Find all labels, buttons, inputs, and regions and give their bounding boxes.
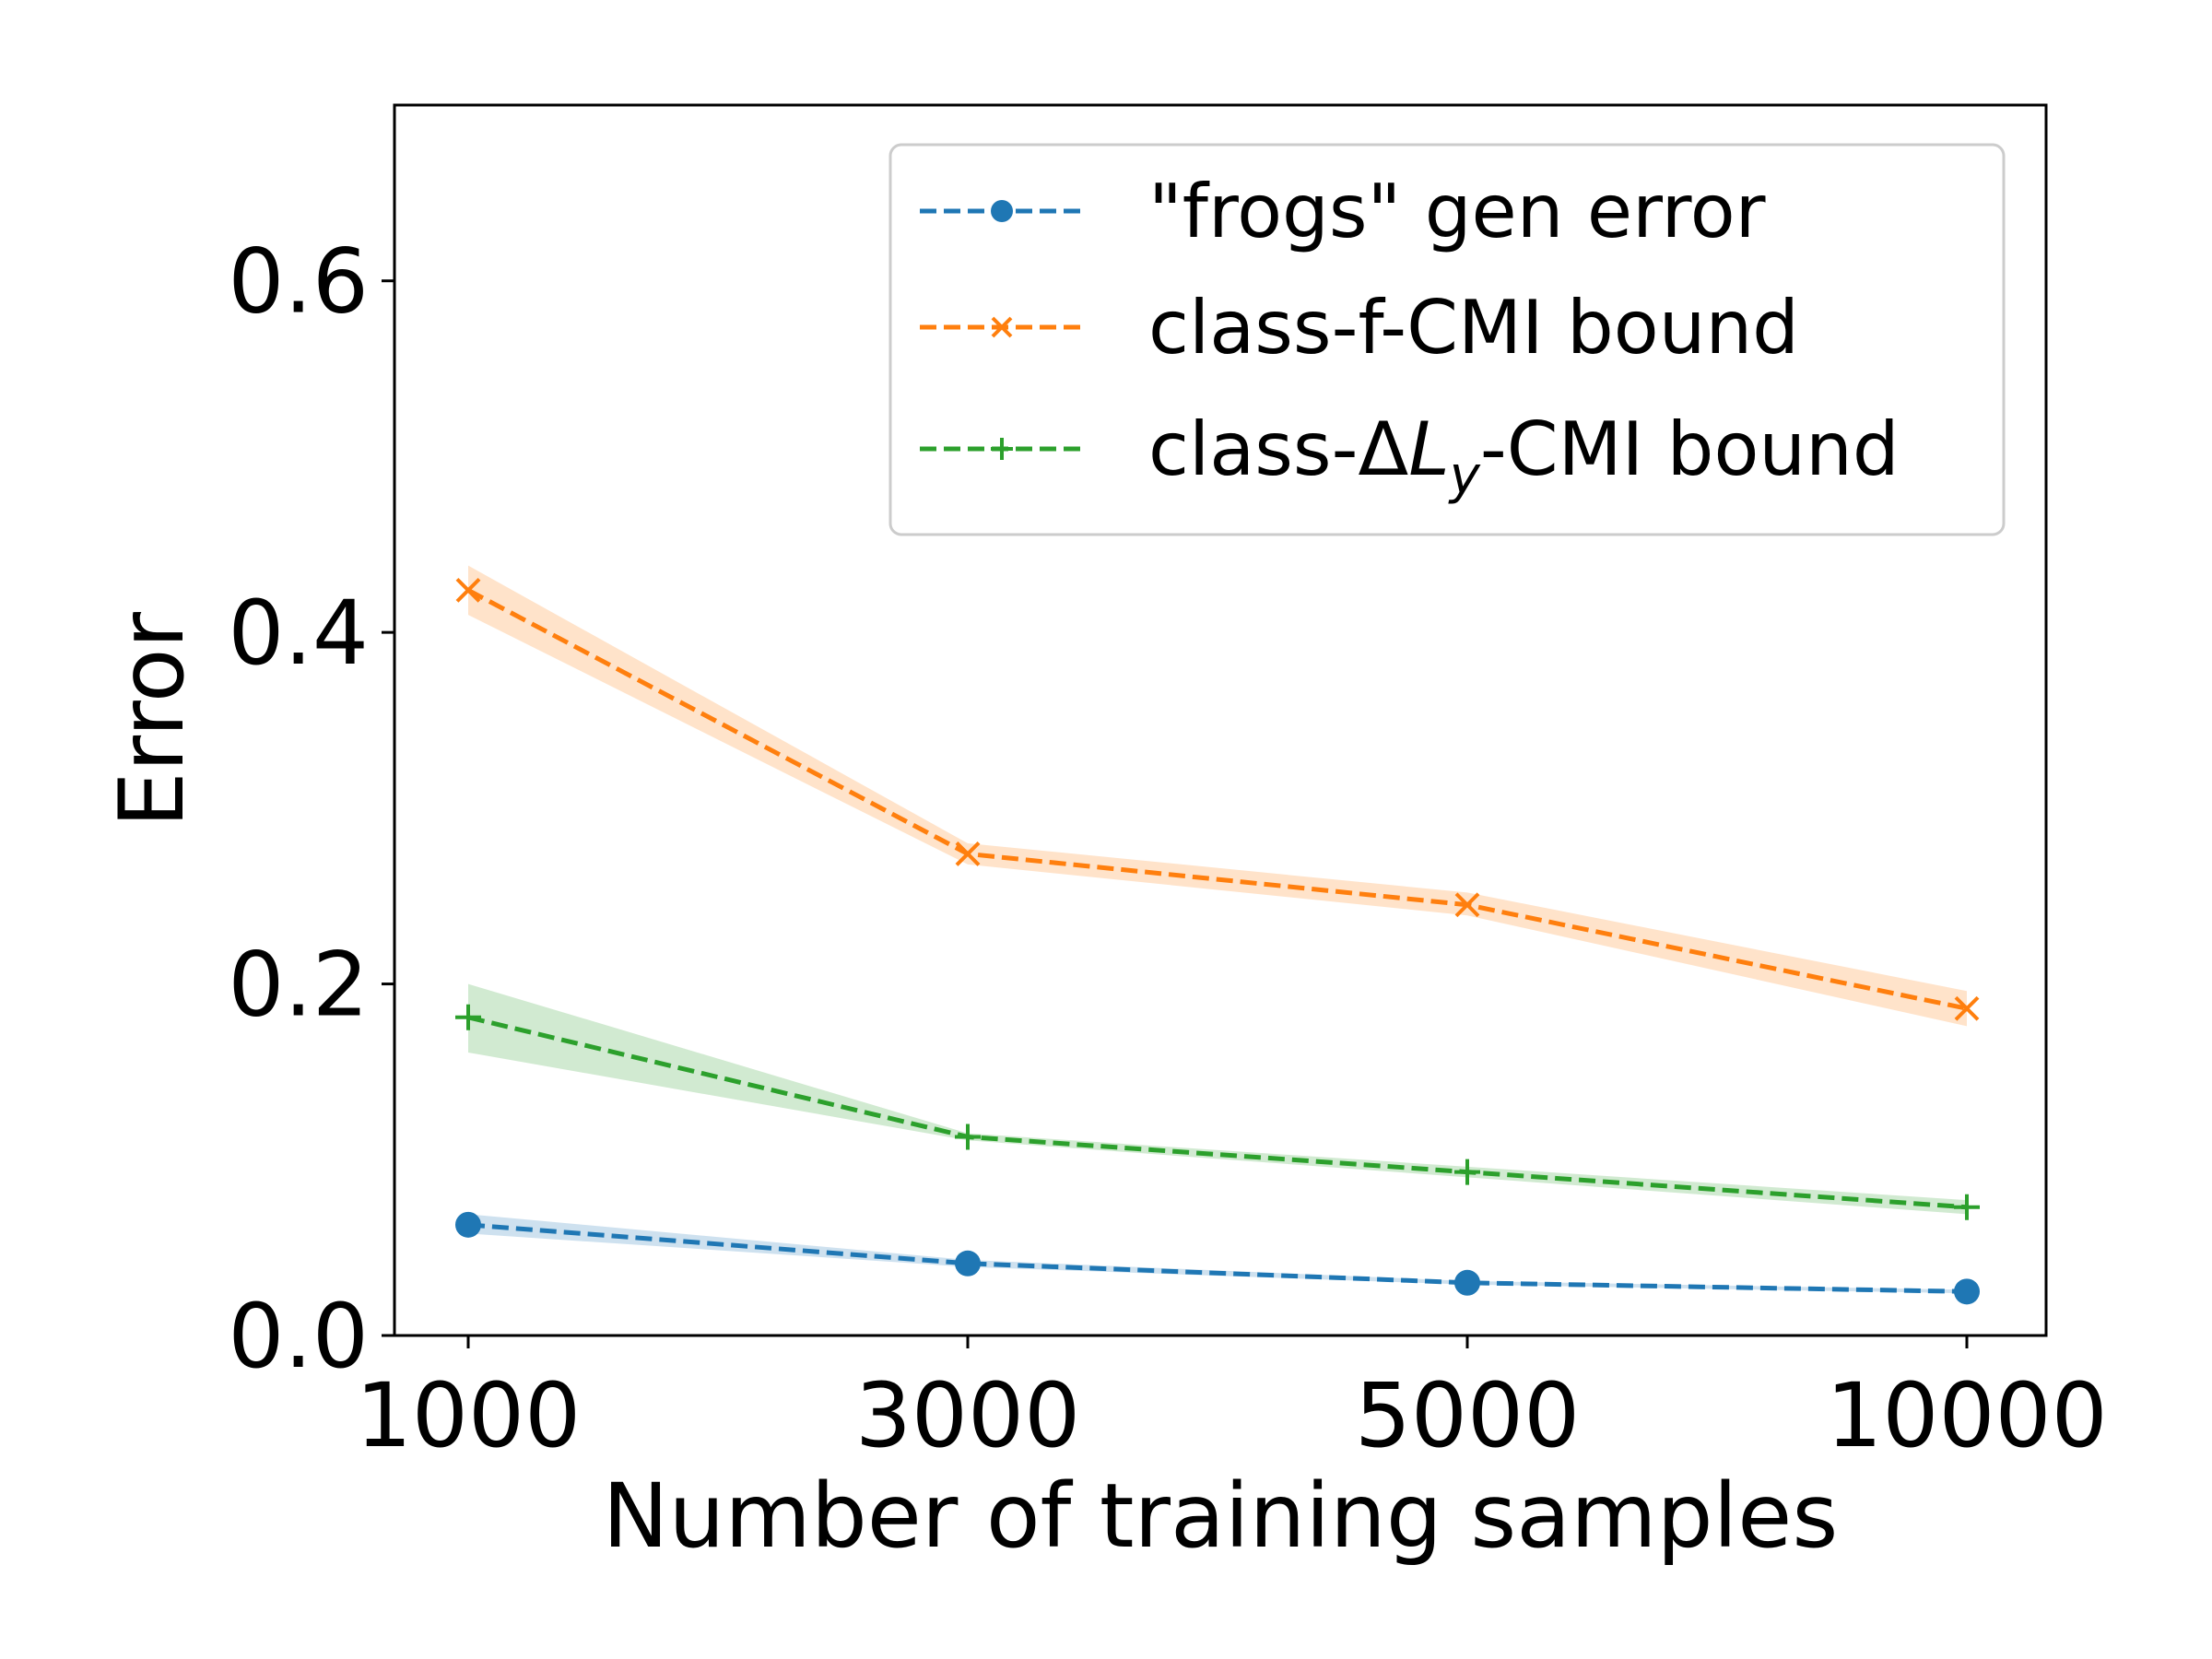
- y-tick-label-0: 0.0: [228, 1285, 369, 1388]
- legend-marker-dly-cmi: [991, 438, 1013, 460]
- confidence-bands: [468, 565, 1967, 1294]
- series-0-band: [468, 1214, 1967, 1294]
- series-2-point-0: [455, 1004, 481, 1030]
- series-0-point-3: [1954, 1278, 1980, 1305]
- legend-label-dly-prefix: class-Δ: [1148, 406, 1408, 492]
- y-tick-label-3: 0.6: [228, 230, 369, 334]
- x-tick-label-2: 5000: [1355, 1364, 1580, 1467]
- legend-label-gen-error: "frogs" gen error: [1148, 169, 1766, 254]
- legend-marker-gen-error: [991, 200, 1013, 222]
- series-1-point-3: [1954, 995, 1980, 1021]
- x-axis-label: Number of training samples: [603, 1465, 1839, 1568]
- legend-label-dly-L: L: [1408, 406, 1450, 492]
- series-1-point-1: [955, 841, 981, 866]
- series-1-point-2: [1454, 892, 1480, 918]
- x-tick-label-0: 1000: [356, 1364, 581, 1467]
- legend-label-dly-suffix: -CMI bound: [1480, 406, 1900, 492]
- series-2-line: [467, 1015, 1968, 1210]
- series-2-point-1: [955, 1124, 981, 1150]
- y-axis-label: Error: [100, 611, 204, 828]
- series-1-band: [468, 565, 1967, 1027]
- legend-label-dly-cmi: class-ΔLy-CMI bound: [1148, 406, 1900, 506]
- legend-box: [888, 143, 2006, 536]
- series-1-line: [466, 588, 1968, 1011]
- legend-label-f-cmi: class-f-CMI bound: [1148, 285, 1799, 371]
- series-2-point-2: [1454, 1159, 1480, 1185]
- x-tick-label-3: 10000: [1826, 1364, 2107, 1467]
- plot-area-frame: [393, 103, 2048, 1337]
- series-lines: [466, 588, 1968, 1294]
- x-tick-label-1: 3000: [855, 1364, 1080, 1467]
- series-2-band: [468, 983, 1967, 1215]
- x-axis-ticks: 1000 3000 5000 10000: [356, 1335, 2108, 1467]
- legend-marker-f-cmi: [991, 316, 1013, 338]
- series-0-line: [467, 1222, 1968, 1294]
- series-1-point-0: [455, 577, 481, 603]
- series-markers: [455, 577, 1980, 1305]
- series-0-point-2: [1454, 1269, 1480, 1296]
- series-0-point-1: [955, 1250, 981, 1277]
- y-tick-label-1: 0.2: [228, 934, 369, 1037]
- legend-label-dly-sub: y: [1448, 446, 1481, 506]
- series-0-point-0: [455, 1211, 481, 1238]
- series-2-point-3: [1954, 1194, 1980, 1220]
- y-axis-ticks: 0.0 0.2 0.4 0.6: [228, 230, 394, 1388]
- legend: "frogs" gen error class-f-CMI bound clas…: [888, 143, 2006, 536]
- y-tick-label-2: 0.4: [228, 582, 369, 685]
